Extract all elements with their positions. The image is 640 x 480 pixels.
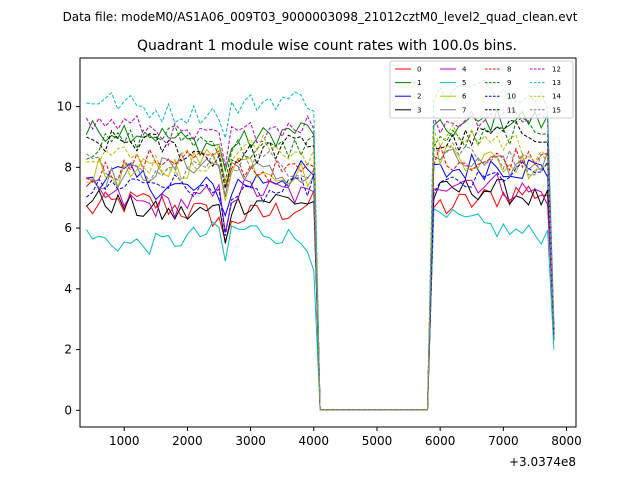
legend-label-4: 4 xyxy=(462,66,467,74)
legend-label-11: 11 xyxy=(507,106,516,114)
series-line-5 xyxy=(85,207,555,411)
legend-label-9: 9 xyxy=(507,79,511,87)
x-tick-label: 8000 xyxy=(551,434,582,448)
x-tick-label: 2000 xyxy=(172,434,203,448)
series-line-7 xyxy=(86,148,555,411)
legend-label-7: 7 xyxy=(462,106,466,114)
series-line-15 xyxy=(85,142,555,411)
x-tick-label: 6000 xyxy=(425,434,456,448)
series-line-9 xyxy=(86,117,555,411)
legend-label-14: 14 xyxy=(552,93,561,101)
legend-label-8: 8 xyxy=(507,66,511,74)
x-tick-label: 3000 xyxy=(235,434,266,448)
y-tick-label: 8 xyxy=(64,160,72,174)
legend-label-2: 2 xyxy=(417,93,421,101)
suptitle: Data file: modeM0/AS1A06_009T03_90000030… xyxy=(63,10,578,24)
legend-label-1: 1 xyxy=(417,79,421,87)
legend-label-3: 3 xyxy=(417,106,421,114)
series-line-4 xyxy=(85,172,555,411)
series-line-0 xyxy=(85,185,555,411)
legend-label-5: 5 xyxy=(462,79,466,87)
series-lines xyxy=(85,79,555,411)
y-tick-label: 4 xyxy=(64,282,72,296)
legend-box xyxy=(389,60,574,119)
x-tick-label: 7000 xyxy=(488,434,519,448)
legend-label-15: 15 xyxy=(552,106,561,114)
y-tick-label: 2 xyxy=(64,343,72,357)
series-line-1 xyxy=(85,107,555,411)
legend-label-10: 10 xyxy=(507,93,516,101)
chart-title: Quadrant 1 module wise count rates with … xyxy=(137,38,517,54)
series-line-12 xyxy=(85,107,555,411)
legend-label-13: 13 xyxy=(552,79,561,87)
y-tick-label: 0 xyxy=(64,403,72,417)
x-offset-label: +3.0374e8 xyxy=(509,455,576,469)
legend-label-12: 12 xyxy=(552,66,561,74)
x-tick-label: 5000 xyxy=(362,434,393,448)
series-line-14 xyxy=(86,123,555,411)
x-tick-label: 1000 xyxy=(109,434,140,448)
legend-label-0: 0 xyxy=(417,66,421,74)
x-tick-label: 4000 xyxy=(299,434,330,448)
y-tick-label: 6 xyxy=(64,221,72,235)
series-line-8 xyxy=(85,143,555,411)
axes-frame xyxy=(79,57,577,428)
x-axis: 1000 2000 3000 4000 5000 6000 7000 8000 xyxy=(109,427,582,448)
y-axis: 0 2 4 6 8 10 xyxy=(57,100,80,417)
y-tick-label: 10 xyxy=(57,100,72,114)
legend-label-6: 6 xyxy=(462,93,467,101)
